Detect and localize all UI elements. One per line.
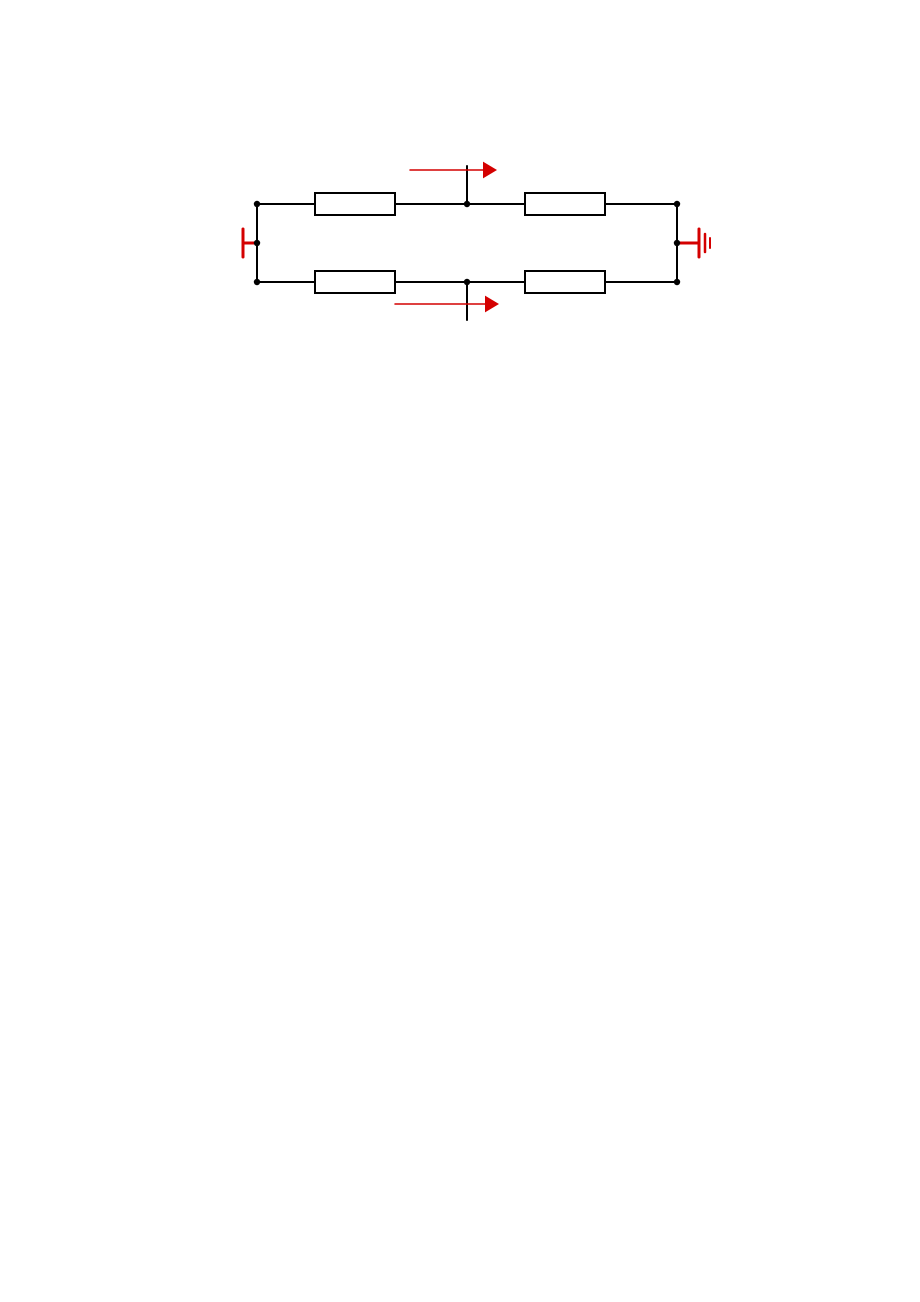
bridge-svg — [185, 132, 745, 362]
bridge-figure — [185, 132, 745, 362]
page — [0, 0, 920, 1302]
page-header — [130, 60, 800, 77]
content — [130, 132, 800, 362]
